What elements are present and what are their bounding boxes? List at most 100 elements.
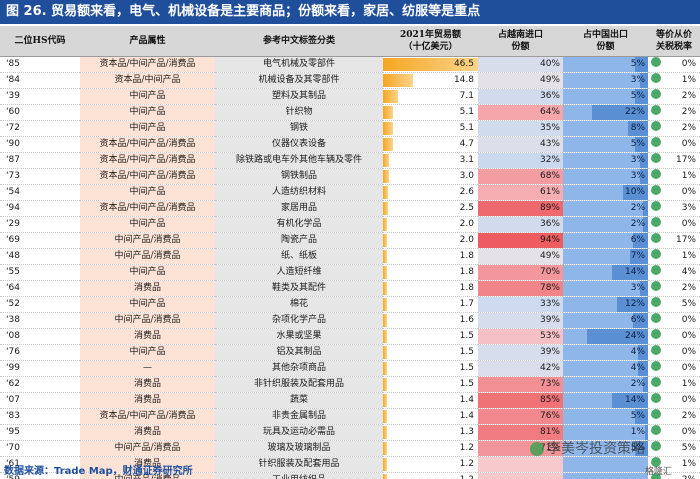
trade-amount: 1.6 — [459, 314, 474, 325]
tax-cell: 0% — [648, 424, 700, 441]
cn-share-cell: 3% — [563, 280, 648, 297]
cn-share: 5% — [630, 442, 645, 453]
hs-code: '94 — [0, 200, 80, 217]
product-attribute: 中间产品 — [80, 120, 215, 137]
trade-amount-cell: 1.7 — [383, 296, 478, 313]
hs-code: '70 — [0, 440, 80, 457]
hs-code: '85 — [0, 56, 80, 73]
cn-share-cell: 4% — [563, 344, 648, 361]
trade-amount-bar — [383, 73, 414, 87]
category-label: 其他杂项商品 — [215, 360, 383, 377]
cn-share-bar — [563, 440, 636, 455]
vn-share-cell: 49% — [478, 248, 563, 265]
header-amount: 2021年贸易额 （十亿美元） — [383, 26, 478, 57]
tax-cell: 0% — [648, 312, 700, 329]
trade-amount-bar — [383, 265, 387, 279]
vn-share: 64% — [539, 106, 560, 117]
status-dot-icon — [651, 137, 661, 147]
tax-rate: 1% — [681, 74, 696, 85]
trade-amount-cell: 2.0 — [383, 232, 478, 249]
vn-share: 49% — [539, 74, 560, 85]
hs-code: '54 — [0, 184, 80, 201]
tax-rate: 0% — [681, 138, 696, 149]
table-row: '52 中间产品 棉花 1.7 33% 12% 5% — [0, 296, 700, 313]
trade-amount: 5.1 — [459, 106, 474, 117]
status-dot-icon — [651, 57, 661, 67]
status-dot-icon — [651, 313, 661, 323]
cn-share: 10% — [624, 186, 645, 197]
hs-code: '69 — [0, 232, 80, 249]
vn-share-cell: 78% — [478, 280, 563, 297]
product-attribute: 消费品 — [80, 328, 215, 345]
status-dot-icon — [651, 89, 661, 99]
tax-cell: 1% — [648, 248, 700, 265]
trade-amount-bar — [383, 281, 387, 295]
table-header-row: 二位HS代码 产品属性 参考中文标签分类 2021年贸易额 （十亿美元） 占越南… — [0, 26, 700, 57]
cn-share-bar — [563, 104, 592, 119]
tax-rate: 0% — [681, 346, 696, 357]
category-label: 非针织服装及配套用品 — [215, 376, 383, 393]
trade-amount-cell: 1.8 — [383, 280, 478, 297]
category-label: 非贵金属制品 — [215, 408, 383, 425]
vn-share-cell: 70% — [478, 264, 563, 281]
cn-share: 6% — [630, 234, 645, 245]
table-row: '29 中间产品 有机化学品 2.0 36% 2% 0% — [0, 216, 700, 233]
product-attribute: 中间产品/消费品 — [80, 232, 215, 249]
cn-share: 8% — [630, 122, 645, 133]
trade-amount-cell: 46.5 — [383, 56, 478, 73]
cn-share: 5% — [630, 58, 645, 69]
cn-share: 7% — [630, 250, 645, 261]
vn-share: 73% — [539, 378, 560, 389]
tax-cell: 0% — [648, 392, 700, 409]
watermark-text: 李美岑投资策略 — [547, 441, 645, 457]
trade-amount-bar — [383, 409, 387, 423]
cn-share: 1% — [630, 426, 645, 437]
category-label: 仪器仪表设备 — [215, 136, 383, 153]
category-label: 棉花 — [215, 296, 383, 313]
table-row: '38 中间产品/消费品 杂项化学产品 1.6 39% 6% 0% — [0, 312, 700, 329]
category-label: 针织物 — [215, 104, 383, 121]
table-row: '07 消费品 蔬菜 1.4 85% 14% 0% — [0, 392, 700, 409]
tax-cell: 2% — [648, 120, 700, 137]
vn-share: 61% — [539, 186, 560, 197]
vn-share-cell: 81% — [478, 424, 563, 441]
status-dot-icon — [651, 441, 661, 451]
vn-share: 76% — [539, 410, 560, 421]
trade-amount-bar — [383, 297, 387, 311]
status-dot-icon — [651, 185, 661, 195]
category-label: 蔬菜 — [215, 392, 383, 409]
trade-amount: 1.2 — [459, 458, 474, 469]
category-label: 针织服装及配套用品 — [215, 456, 383, 473]
tax-cell: 2% — [648, 104, 700, 121]
tax-rate: 2% — [681, 90, 696, 101]
tax-cell: 2% — [648, 280, 700, 297]
trade-amount-bar — [383, 137, 393, 151]
vn-share: 36% — [539, 218, 560, 229]
cn-share-cell: 24% — [563, 328, 648, 345]
hs-code: '72 — [0, 120, 80, 137]
cn-share: 4% — [630, 362, 645, 373]
status-dot-icon — [651, 409, 661, 419]
header-cn-share: 占中国出口 份额 — [563, 26, 648, 57]
table-row: '48 中间产品/消费品 纸、纸板 1.8 49% 7% 1% — [0, 248, 700, 265]
status-dot-icon — [651, 105, 661, 115]
status-dot-icon — [651, 329, 661, 339]
status-dot-icon — [651, 425, 661, 435]
trade-amount-cell: 1.8 — [383, 264, 478, 281]
trade-amount: 1.8 — [459, 250, 474, 261]
vn-share-cell: 39% — [478, 312, 563, 329]
tax-rate: 2% — [681, 282, 696, 293]
cn-share-bar — [563, 312, 633, 327]
vn-share-cell: 73% — [478, 376, 563, 393]
vn-share-cell: 33% — [478, 296, 563, 313]
status-dot-icon — [651, 201, 661, 211]
trade-amount-cell: 1.2 — [383, 456, 478, 473]
trade-amount-cell: 5.1 — [383, 120, 478, 137]
product-attribute: 中间产品 — [80, 344, 215, 361]
tax-cell: 2% — [648, 472, 700, 479]
vn-share-cell: 43% — [478, 136, 563, 153]
category-label: 鞋类及其配件 — [215, 280, 383, 297]
trade-amount-cell: 14.8 — [383, 72, 478, 89]
hs-code: '83 — [0, 408, 80, 425]
cn-share-bar — [563, 408, 636, 423]
